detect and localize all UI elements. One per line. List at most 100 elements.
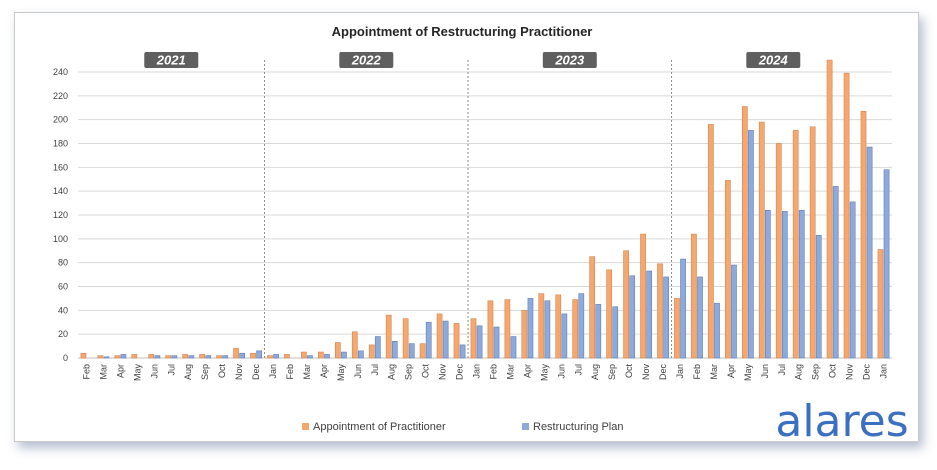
x-tick-label: May (132, 364, 142, 382)
year-label: 2023 (542, 52, 597, 68)
bar-appointment (725, 180, 731, 359)
y-axis: 0 20 40 60 80 100 120 140 160 180 200 220 240 (53, 67, 892, 363)
bar-appointment (148, 354, 155, 359)
x-tick-label: Nov (641, 364, 651, 381)
bar-appointment (521, 310, 528, 359)
x-axis: Feb Mar Apr May Jun Jul Aug Sep Oct Nov Dec Jan Feb M… (81, 364, 888, 382)
x-tick-label: Sep (404, 364, 414, 380)
x-tick-label: Jun (556, 364, 566, 379)
y-tick-label: 160 (53, 162, 68, 172)
year-label-text: 2024 (758, 53, 789, 68)
bar-restructuring-plan (849, 201, 856, 359)
year-label-text: 2023 (554, 53, 585, 68)
year-label: 2021 (144, 52, 199, 68)
bar-appointment (843, 72, 850, 359)
y-tick-label: 140 (53, 186, 68, 196)
bar-appointment (487, 300, 494, 359)
legend-swatch (522, 423, 529, 430)
bar-restructuring-plan (476, 325, 483, 359)
bar-appointment (504, 299, 511, 359)
bar-appointment (114, 355, 121, 359)
bar-appointment (860, 111, 867, 359)
bar-appointment (284, 354, 290, 359)
year-label: 2024 (746, 52, 801, 68)
x-tick-label: May (743, 364, 753, 382)
x-tick-label: Feb (488, 364, 498, 380)
bar-restructuring-plan (171, 355, 178, 359)
bar-restructuring-plan (493, 326, 500, 359)
x-tick-label: Nov (438, 364, 448, 381)
chart-title: Appointment of Restructuring Practitione… (332, 24, 593, 39)
bar-restructuring-plan (205, 355, 212, 359)
bar-appointment (657, 263, 663, 359)
x-tick-label: Dec (251, 364, 261, 381)
bar-restructuring-plan (188, 355, 195, 359)
y-tick-label: 200 (53, 115, 68, 125)
bar-restructuring-plan (527, 298, 534, 359)
x-tick-label: May (336, 364, 346, 382)
y-tick-label: 40 (58, 305, 68, 315)
bar-appointment (741, 106, 748, 359)
x-tick-label: Jan (472, 364, 482, 379)
bar-restructuring-plan (765, 209, 771, 359)
x-tick-label: May (539, 364, 549, 382)
bar-restructuring-plan (425, 321, 432, 359)
x-tick-label: Oct (217, 364, 227, 379)
y-tick-label: 80 (58, 258, 68, 268)
bar-appointment (470, 318, 477, 359)
bar-appointment (131, 354, 138, 359)
x-tick-label: Dec (658, 364, 668, 381)
bar-appointment (775, 143, 782, 359)
y-tick-label: 60 (58, 282, 68, 292)
x-tick-label: Jul (370, 364, 380, 376)
x-tick-label: Apr (319, 364, 329, 378)
x-tick-label: Sep (607, 364, 617, 380)
bar-restructuring-plan (866, 146, 873, 359)
y-tick-label: 220 (53, 91, 68, 101)
bars (80, 59, 890, 359)
legend-label: Appointment of Practitioner (313, 421, 446, 433)
x-tick-label: Aug (387, 364, 397, 380)
bar-restructuring-plan (612, 306, 619, 359)
bar-restructuring-plan (595, 304, 602, 359)
year-label: 2022 (339, 52, 394, 68)
bar-restructuring-plan (680, 258, 686, 359)
year-label-box (746, 52, 801, 68)
year-label-box (542, 52, 597, 68)
bar-appointment (792, 130, 799, 359)
bar-restructuring-plan (714, 302, 720, 359)
bar-appointment (453, 323, 460, 359)
bar-appointment (674, 298, 680, 359)
bar-restructuring-plan (815, 234, 822, 359)
x-tick-label: Aug (794, 364, 804, 380)
bar-appointment (623, 250, 629, 359)
bar-appointment (233, 348, 239, 359)
bar-restructuring-plan (374, 336, 381, 359)
bar-appointment (216, 355, 222, 359)
bar-restructuring-plan (307, 355, 313, 359)
year-label-box (144, 52, 199, 68)
bar-appointment (826, 59, 833, 359)
bar-restructuring-plan (120, 354, 127, 359)
x-tick-label: Jan (879, 364, 889, 379)
bar-appointment (436, 313, 443, 359)
bar-appointment (80, 352, 87, 359)
bar-appointment (538, 293, 545, 359)
bar-restructuring-plan (341, 351, 347, 359)
bar-restructuring-plan (731, 264, 737, 359)
bar-appointment (402, 318, 409, 359)
y-tick-label: 20 (58, 329, 68, 339)
y-tick-label: 0 (63, 353, 68, 363)
bar-restructuring-plan (646, 270, 652, 359)
bar-restructuring-plan (324, 354, 330, 359)
bar-restructuring-plan (697, 276, 703, 359)
x-tick-label: Oct (828, 364, 838, 379)
bar-appointment (250, 352, 256, 359)
y-tick-label: 120 (53, 210, 68, 220)
x-tick-label: Jul (166, 364, 176, 376)
year-labels: 2021 2022 2023 2024 (144, 52, 801, 68)
legend-label: Restructuring Plan (533, 421, 624, 433)
y-tick-label: 100 (53, 234, 68, 244)
x-tick-label: Jan (675, 364, 685, 379)
